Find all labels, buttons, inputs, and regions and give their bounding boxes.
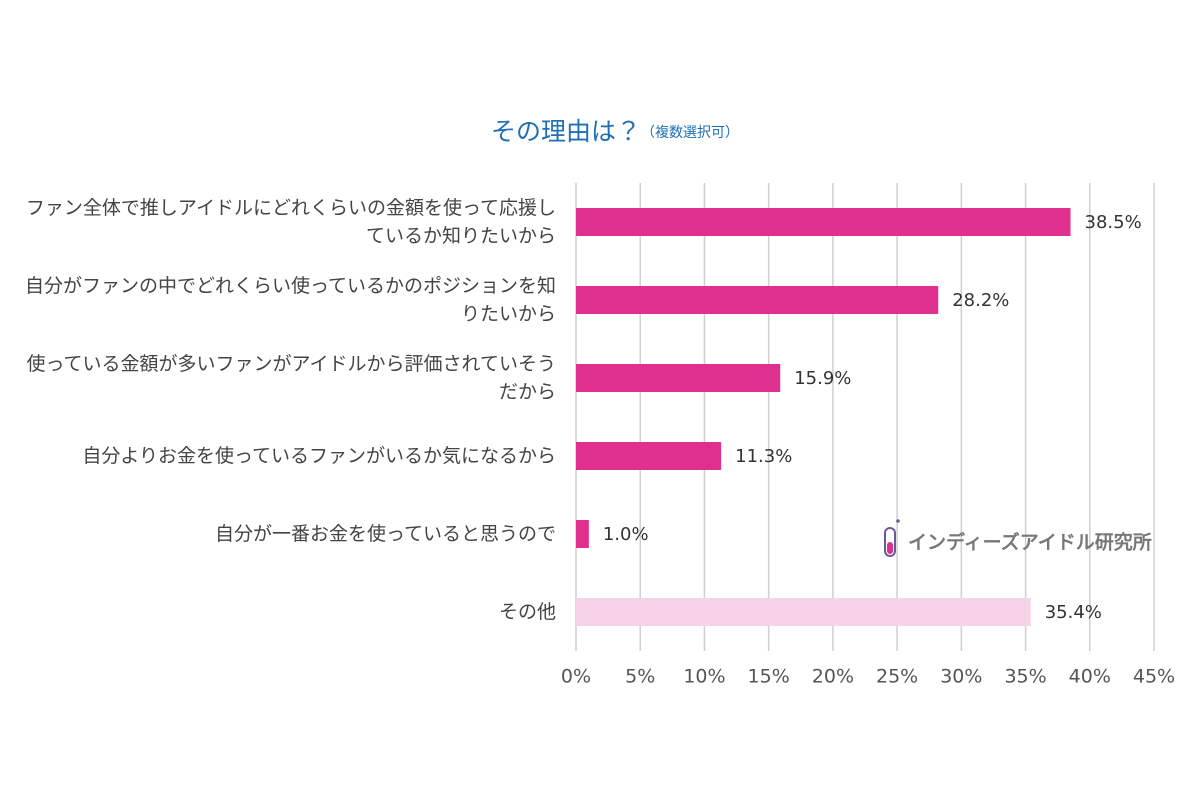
title-text: その理由は？ xyxy=(491,117,641,146)
category-label: 自分がファンの中でどれくらい使っているかのポジションを知りたいから xyxy=(24,275,556,325)
value-label: 28.2% xyxy=(952,290,1009,311)
x-tick-label: 20% xyxy=(812,666,854,688)
x-tick-label: 35% xyxy=(1004,666,1046,688)
bar xyxy=(576,364,781,392)
value-label: 15.9% xyxy=(794,368,851,389)
category-label: 自分が一番お金を使っていると思うので xyxy=(214,523,556,545)
bar xyxy=(576,598,1031,626)
subtitle-text: （複数選択可） xyxy=(641,124,739,141)
value-label: 1.0% xyxy=(603,524,649,545)
logo-fill xyxy=(887,542,893,554)
value-label: 35.4% xyxy=(1045,602,1102,623)
value-label: 38.5% xyxy=(1085,212,1142,233)
x-tick-label: 5% xyxy=(625,666,655,688)
watermark: インディーズアイドル研究所 xyxy=(908,531,1152,554)
x-tick-label: 40% xyxy=(1069,666,1111,688)
category-label: その他 xyxy=(498,601,556,623)
x-tick-label: 10% xyxy=(683,666,725,688)
value-label: 11.3% xyxy=(735,446,792,467)
logo-icon xyxy=(884,519,900,557)
x-tick-label: 25% xyxy=(876,666,918,688)
bar xyxy=(576,208,1071,236)
chart-title: その理由は？（複数選択可） xyxy=(491,117,739,146)
x-tick-label: 30% xyxy=(940,666,982,688)
x-tick-label: 15% xyxy=(748,666,790,688)
category-label: 使っている金額が多いファンがアイドルから評価されていそうだから xyxy=(26,353,556,403)
bar xyxy=(576,286,939,314)
bars: 38.5% 28.2% 15.9% 11.3% 1.0% 35.4% xyxy=(576,208,1142,626)
grid: 0% 5% 10% 15% 20% 25% 30% 35% 40% 45% xyxy=(561,183,1175,688)
x-tick-label: 45% xyxy=(1133,666,1175,688)
bar xyxy=(576,520,589,548)
x-tick-label: 0% xyxy=(561,666,591,688)
logo-tube xyxy=(884,527,896,557)
category-label: 自分よりお金を使っているファンがいるか気になるから xyxy=(82,445,556,467)
logo-spark xyxy=(896,519,900,523)
bar xyxy=(576,442,722,470)
category-label: ファン全体で推しアイドルにどれくらいの金額を使って応援しているか知りたいから xyxy=(25,197,556,247)
